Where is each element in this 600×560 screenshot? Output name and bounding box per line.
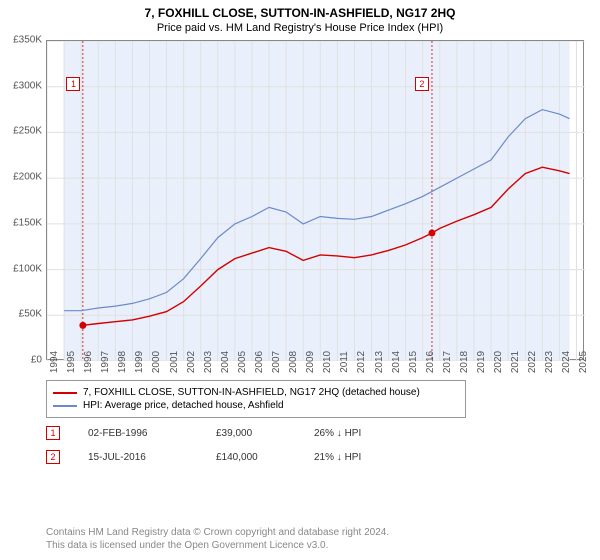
y-tick-label: £100K (13, 263, 42, 274)
chart-subtitle: Price paid vs. HM Land Registry's House … (0, 20, 600, 38)
chart-container: 7, FOXHILL CLOSE, SUTTON-IN-ASHFIELD, NG… (0, 0, 600, 560)
license-text: Contains HM Land Registry data © Crown c… (46, 526, 389, 552)
license-line: Contains HM Land Registry data © Crown c… (46, 526, 389, 539)
x-tick-label: 2012 (356, 351, 367, 373)
x-tick-label: 2013 (374, 351, 385, 373)
y-tick-label: £200K (13, 172, 42, 183)
y-tick-label: £250K (13, 126, 42, 137)
x-tick-label: 2023 (544, 351, 555, 373)
sale-marker-1: 1 (66, 77, 80, 91)
footnote-price: £140,000 (216, 452, 286, 463)
x-tick-label: 2006 (254, 351, 265, 373)
x-tick-label: 2024 (561, 351, 572, 373)
legend-label: HPI: Average price, detached house, Ashf… (83, 400, 284, 411)
x-tick-label: 2021 (510, 351, 521, 373)
x-tick-label: 2008 (288, 351, 299, 373)
x-tick-label: 1997 (100, 351, 111, 373)
x-tick-label: 1994 (49, 351, 60, 373)
chart-title: 7, FOXHILL CLOSE, SUTTON-IN-ASHFIELD, NG… (0, 0, 600, 20)
y-tick-label: £300K (13, 80, 42, 91)
y-tick-label: £50K (19, 309, 42, 320)
plot-svg (47, 41, 585, 361)
x-tick-label: 2002 (186, 351, 197, 373)
x-tick-label: 2007 (271, 351, 282, 373)
x-tick-label: 2003 (203, 351, 214, 373)
x-tick-label: 2025 (578, 351, 589, 373)
x-tick-label: 2015 (408, 351, 419, 373)
footnote-date: 15-JUL-2016 (88, 452, 188, 463)
legend: 7, FOXHILL CLOSE, SUTTON-IN-ASHFIELD, NG… (46, 380, 466, 418)
x-tick-label: 2000 (151, 351, 162, 373)
footnote-row: 2 15-JUL-2016 £140,000 21% ↓ HPI (46, 450, 566, 464)
x-tick-label: 2017 (442, 351, 453, 373)
legend-row: HPI: Average price, detached house, Ashf… (53, 400, 459, 411)
plot-area (46, 40, 584, 360)
footnote-delta: 26% ↓ HPI (314, 428, 361, 439)
x-tick-label: 2020 (493, 351, 504, 373)
legend-row: 7, FOXHILL CLOSE, SUTTON-IN-ASHFIELD, NG… (53, 387, 459, 398)
x-tick-label: 2022 (527, 351, 538, 373)
footnote-marker: 1 (46, 426, 60, 440)
y-tick-label: £150K (13, 217, 42, 228)
footnote-date: 02-FEB-1996 (88, 428, 188, 439)
x-tick-label: 2016 (425, 351, 436, 373)
legend-swatch (53, 392, 77, 394)
x-tick-label: 1998 (117, 351, 128, 373)
legend-label: 7, FOXHILL CLOSE, SUTTON-IN-ASHFIELD, NG… (83, 387, 420, 398)
x-tick-label: 2009 (305, 351, 316, 373)
x-tick-label: 2001 (169, 351, 180, 373)
x-tick-label: 2010 (322, 351, 333, 373)
y-tick-label: £350K (13, 35, 42, 46)
x-tick-label: 2011 (339, 351, 350, 373)
x-tick-label: 2004 (220, 351, 231, 373)
footnote-row: 1 02-FEB-1996 £39,000 26% ↓ HPI (46, 426, 566, 440)
footnote-marker: 2 (46, 450, 60, 464)
x-tick-label: 2018 (459, 351, 470, 373)
x-tick-label: 1996 (83, 351, 94, 373)
footnote-delta: 21% ↓ HPI (314, 452, 361, 463)
license-line: This data is licensed under the Open Gov… (46, 539, 389, 552)
legend-swatch (53, 405, 77, 407)
x-tick-label: 2019 (476, 351, 487, 373)
x-tick-label: 1995 (66, 351, 77, 373)
y-tick-label: £0 (31, 355, 42, 366)
x-tick-label: 1999 (134, 351, 145, 373)
x-tick-label: 2005 (237, 351, 248, 373)
x-tick-label: 2014 (391, 351, 402, 373)
footnote-price: £39,000 (216, 428, 286, 439)
sale-marker-2: 2 (415, 77, 429, 91)
